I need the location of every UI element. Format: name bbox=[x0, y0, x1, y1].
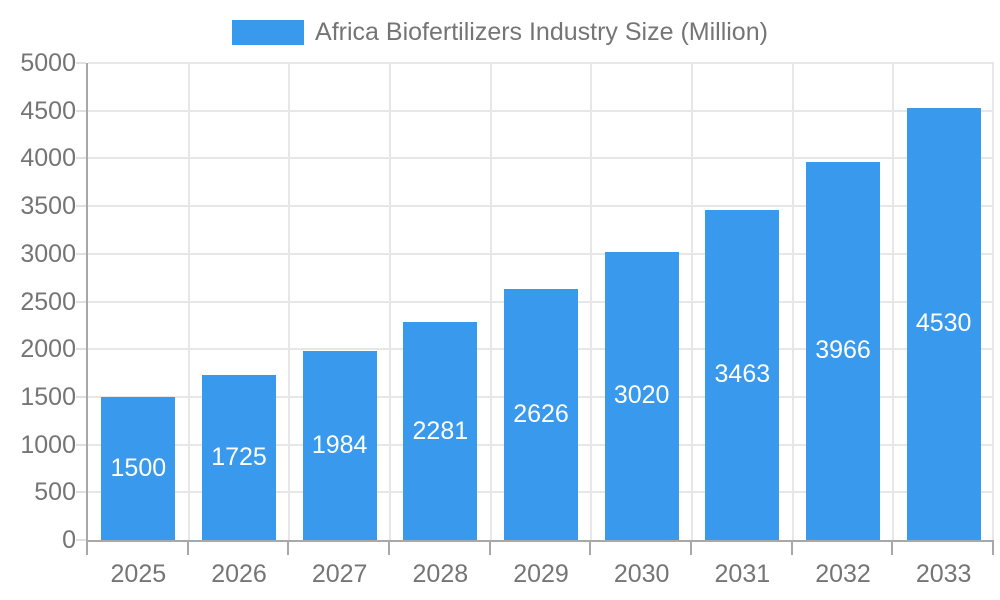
bar-2032[interactable]: 3966 bbox=[806, 161, 880, 540]
gridline-vertical bbox=[590, 63, 593, 540]
y-tick-label: 5000 bbox=[20, 49, 76, 77]
y-axis-tick bbox=[76, 157, 86, 160]
gridline-horizontal bbox=[88, 62, 994, 64]
y-tick-label: 2000 bbox=[20, 335, 76, 364]
x-tick-label: 2032 bbox=[815, 560, 871, 588]
x-axis-tick bbox=[86, 542, 88, 555]
y-axis-tick bbox=[76, 395, 86, 398]
bar-value-label: 3463 bbox=[714, 360, 771, 389]
bar-value-label: 2626 bbox=[513, 400, 569, 429]
legend-swatch-icon bbox=[232, 19, 305, 45]
gridline-vertical bbox=[187, 63, 190, 540]
x-axis-tick bbox=[388, 542, 390, 555]
gridline-vertical bbox=[489, 63, 492, 540]
y-axis-tick bbox=[76, 539, 86, 541]
x-tick-label: 2031 bbox=[714, 560, 771, 588]
x-axis-tick bbox=[690, 542, 692, 555]
y-axis-tick bbox=[76, 300, 86, 303]
bar-value-label: 3966 bbox=[815, 336, 871, 365]
bar-value-label: 1725 bbox=[211, 443, 267, 472]
gridline-vertical bbox=[791, 63, 794, 540]
bar-2025[interactable]: 1500 bbox=[101, 396, 176, 540]
y-axis-tick bbox=[76, 205, 86, 208]
gridline-vertical bbox=[892, 63, 895, 540]
bar-value-label: 1984 bbox=[311, 430, 368, 459]
bar-2033[interactable]: 4530 bbox=[906, 107, 981, 540]
y-tick-label: 3000 bbox=[20, 239, 76, 268]
x-tick-label: 2030 bbox=[613, 560, 670, 588]
y-tick-label: 4500 bbox=[20, 96, 76, 125]
gridline-vertical bbox=[389, 63, 391, 540]
x-tick-label: 2028 bbox=[412, 560, 469, 588]
gridline-vertical bbox=[691, 63, 693, 540]
x-axis-tick bbox=[891, 542, 894, 555]
y-tick-label: 0 bbox=[62, 526, 76, 554]
bar-value-label: 3020 bbox=[613, 381, 670, 410]
gridline-vertical bbox=[288, 63, 291, 540]
bar-2031[interactable]: 3463 bbox=[705, 209, 780, 540]
bar-2029[interactable]: 2626 bbox=[504, 289, 578, 540]
x-axis-tick bbox=[589, 542, 592, 555]
bar-2027[interactable]: 1984 bbox=[302, 350, 377, 540]
x-tick-label: 2027 bbox=[311, 560, 368, 588]
y-tick-label: 3500 bbox=[20, 192, 76, 221]
legend-label: Africa Biofertilizers Industry Size (Mil… bbox=[315, 17, 768, 46]
plot-area: 1500 1725 1984 2281 2626 3020 3463 3966 4530 bbox=[76, 62, 994, 555]
x-tick-label: 2033 bbox=[915, 560, 972, 588]
gridline-horizontal bbox=[88, 252, 994, 255]
y-tick-label: 500 bbox=[34, 478, 76, 507]
bar-value-label: 4530 bbox=[915, 309, 972, 338]
x-axis-tick bbox=[992, 542, 994, 555]
y-axis-tick bbox=[76, 443, 86, 446]
bar-value-label: 2281 bbox=[412, 416, 469, 445]
bar-2030[interactable]: 3020 bbox=[604, 251, 679, 540]
x-axis-tick bbox=[287, 542, 290, 555]
x-axis-tick bbox=[488, 542, 491, 555]
bar-2028[interactable]: 2281 bbox=[403, 322, 478, 540]
x-tick-label: 2029 bbox=[513, 560, 569, 588]
y-tick-label: 1000 bbox=[20, 430, 76, 459]
y-tick-label: 4000 bbox=[20, 144, 76, 173]
y-axis-tick bbox=[76, 252, 86, 255]
gridline-horizontal bbox=[88, 109, 994, 112]
legend[interactable]: Africa Biofertilizers Industry Size (Mil… bbox=[0, 16, 1000, 48]
x-tick-label: 2025 bbox=[110, 560, 167, 588]
y-axis-tick bbox=[76, 491, 86, 494]
x-axis-tick bbox=[790, 542, 793, 555]
x-axis-tick bbox=[186, 542, 189, 555]
bar-value-label: 1500 bbox=[110, 453, 167, 482]
y-tick-label: 2500 bbox=[20, 287, 76, 316]
plot-right-border bbox=[992, 63, 994, 540]
y-tick-label: 1500 bbox=[20, 382, 76, 411]
y-axis-tick bbox=[76, 62, 86, 64]
gridline-horizontal bbox=[88, 205, 994, 208]
y-axis-tick bbox=[76, 348, 86, 351]
gridline-horizontal bbox=[88, 157, 994, 160]
bar-2026[interactable]: 1725 bbox=[202, 375, 276, 540]
y-axis-tick bbox=[76, 109, 86, 112]
x-tick-label: 2026 bbox=[211, 560, 267, 588]
